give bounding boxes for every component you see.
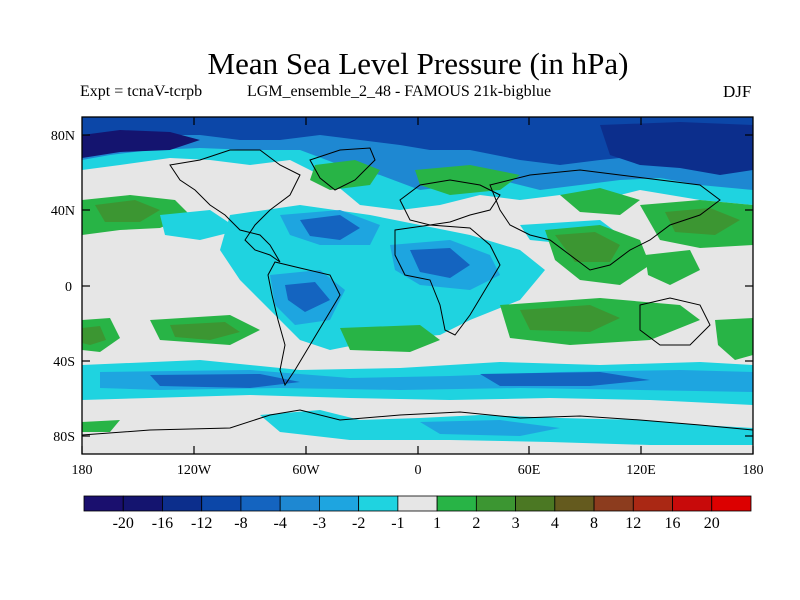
colorbar-label: 2 <box>472 515 480 532</box>
colorbar-swatch <box>632 495 673 512</box>
colorbar-label: -2 <box>352 515 365 532</box>
colorbar-swatch <box>240 495 281 512</box>
colorbar-swatch <box>436 495 477 512</box>
europe-coast <box>399 179 501 226</box>
colorbar-swatch <box>672 495 713 512</box>
asia-high-core <box>555 232 620 262</box>
colorbar-swatch <box>515 495 556 512</box>
colorbar-label: 3 <box>512 515 520 532</box>
lat-tick-label: 80N <box>51 129 75 144</box>
lon-tick-label: 120E <box>626 463 656 478</box>
longitude-axis: 180 120W 60W 0 60E 120E 180 <box>72 117 764 478</box>
asia-coast <box>489 169 721 271</box>
latitude-axis: 80N 40N 0 40S 80S <box>51 129 753 445</box>
colorbar-swatch <box>162 495 203 512</box>
colorbar-label: -12 <box>191 515 212 532</box>
south-america-coast <box>267 261 341 387</box>
colorbar-label: 20 <box>704 515 720 532</box>
antarctica-coast <box>82 409 753 436</box>
lat-tick-label: 40S <box>53 355 75 370</box>
greenland-high <box>310 160 380 190</box>
southern-ocean-low-deep <box>150 374 300 388</box>
siberia-high <box>560 188 640 215</box>
lat-tick-label: 80S <box>53 430 75 445</box>
africa-low-core <box>410 248 470 278</box>
mid-atlantic-low <box>160 210 240 240</box>
north-pacific-high-core <box>95 200 160 222</box>
africa-coast <box>394 224 501 336</box>
colorbar-swatch <box>201 495 242 512</box>
map-title: Mean Sea Level Pressure (in hPa) <box>207 46 629 81</box>
colorbar-label: -8 <box>234 515 247 532</box>
colorbar-swatch <box>397 495 438 512</box>
lat-tick-label: 0 <box>65 280 72 295</box>
colorbar-label: 16 <box>665 515 681 532</box>
experiment-label: Expt = tcnaV-tcrpb <box>80 83 203 100</box>
colorbar-label: 12 <box>625 515 641 532</box>
amazon-low-core <box>285 282 330 312</box>
pacific-north-deep <box>82 130 200 158</box>
colorbar-swatch <box>475 495 516 512</box>
colorbar-swatch <box>122 495 163 512</box>
southern-ocean-low-deep2 <box>480 372 650 386</box>
colorbar-swatch <box>554 495 595 512</box>
colorbar-label: -20 <box>113 515 134 532</box>
colorbar-label: 4 <box>551 515 559 532</box>
colorbar-label: -16 <box>152 515 173 532</box>
arctic-low-deep <box>82 117 753 165</box>
sw-pacific-high-core <box>82 326 106 345</box>
lon-tick-label: 180 <box>72 463 93 478</box>
north-atlantic-low-core <box>300 215 360 240</box>
south-atlantic-high <box>340 325 440 352</box>
colorbar-swatch <box>593 495 634 512</box>
coastlines <box>82 147 753 436</box>
colorbar-swatch <box>358 495 399 512</box>
colorbar-label: 1 <box>433 515 441 532</box>
australia-coast <box>639 297 711 346</box>
lon-tick-label: 60W <box>292 463 320 478</box>
ensemble-label: LGM_ensemble_2_48 - FAMOUS 21k-bigblue <box>247 83 552 100</box>
scandinavia-high <box>415 165 520 195</box>
asia-north-deep <box>600 122 753 175</box>
colorbar-swatch <box>711 495 752 512</box>
north-america-coast <box>169 149 301 263</box>
maritime-high <box>645 250 700 285</box>
colorbar-label: 8 <box>590 515 598 532</box>
colorbar-swatch <box>83 495 124 512</box>
lon-tick-label: 120W <box>177 463 212 478</box>
lat-tick-label: 40N <box>51 204 75 219</box>
east-pacific-high <box>715 318 753 360</box>
lon-tick-label: 60E <box>518 463 541 478</box>
pressure-field <box>82 117 753 454</box>
antarctic-high <box>82 420 120 432</box>
colorbar-label: -3 <box>313 515 326 532</box>
colorbar-swatch <box>279 495 320 512</box>
lon-tick-label: 180 <box>743 463 764 478</box>
colorbar-swatch <box>319 495 360 512</box>
greenland-coast <box>309 147 376 191</box>
lon-tick-label: 0 <box>415 463 422 478</box>
west-pacific-high-core <box>665 208 740 235</box>
antarctic-low-core <box>420 420 560 436</box>
indian-ocean-high-core <box>520 305 620 332</box>
south-pacific-high-core <box>170 322 240 340</box>
colorbar-label: -4 <box>274 515 287 532</box>
colorbar: -20 -16 -12 -8 -4 -3 -2 -1 1 2 3 4 8 12 16 20 <box>83 495 752 532</box>
colorbar-label: -1 <box>391 515 404 532</box>
season-label: DJF <box>723 82 752 101</box>
